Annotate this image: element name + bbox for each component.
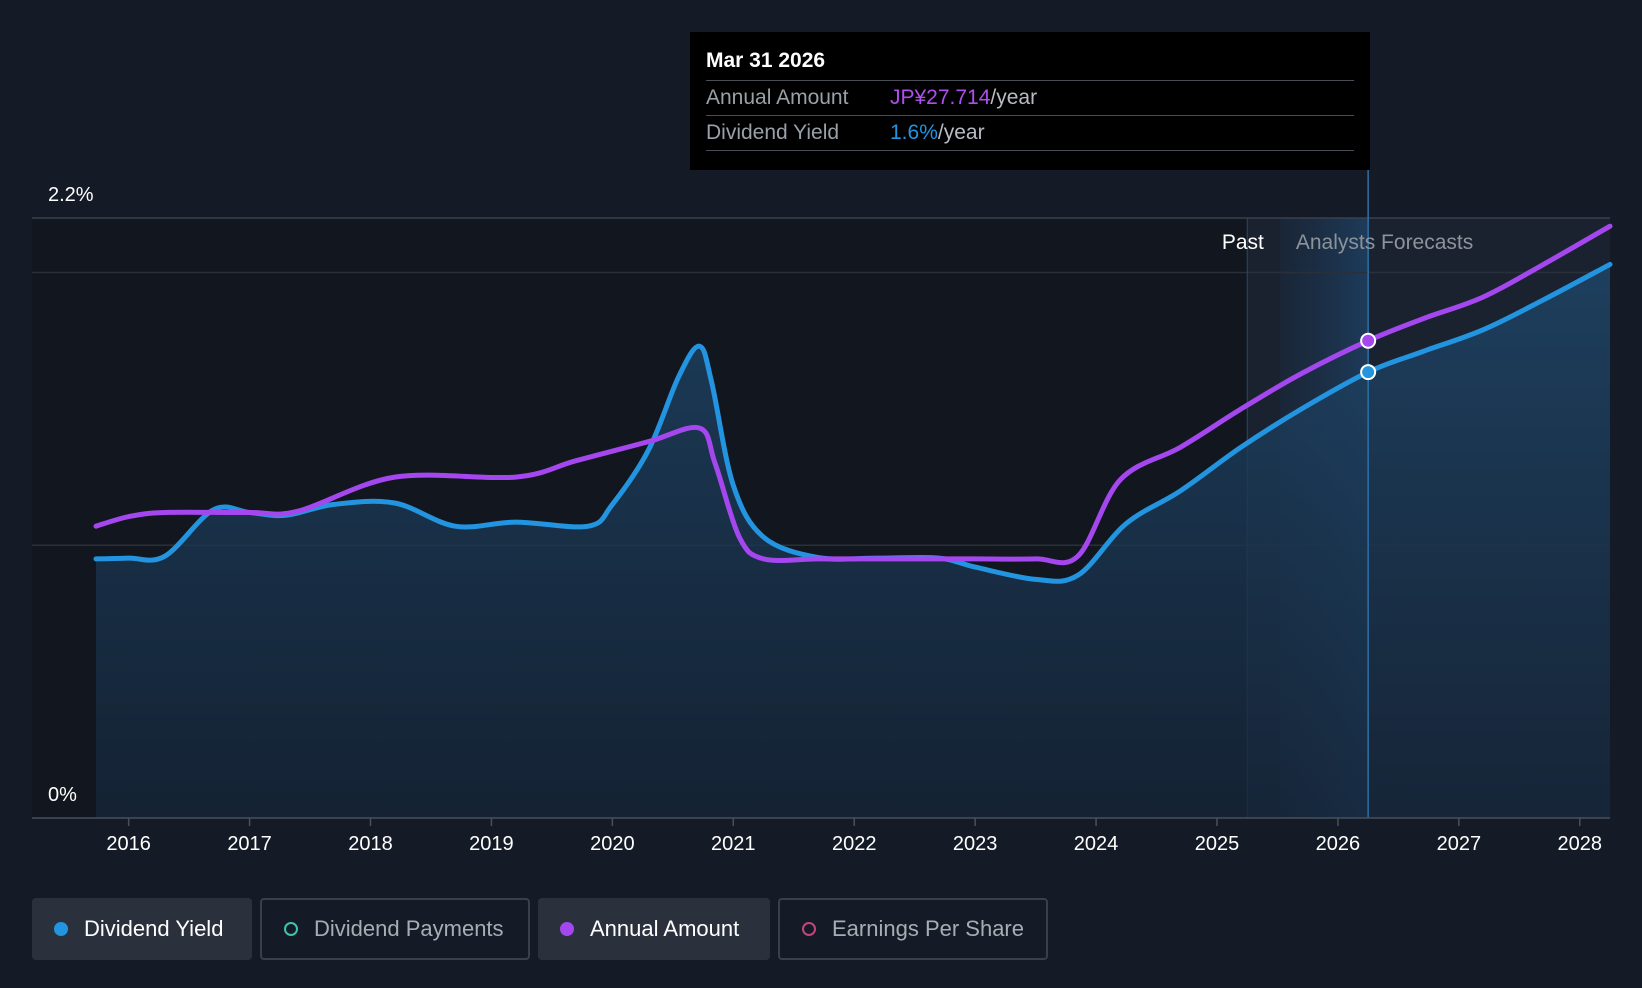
x-tick-label: 2018 (348, 833, 393, 855)
tooltip-yield-row: Dividend Yield 1.6%/year (706, 116, 1354, 151)
legend-dividend-payments-button[interactable]: Dividend Payments (260, 898, 530, 960)
tooltip-date: Mar 31 2026 (706, 46, 1354, 81)
cursor-point-annual (1360, 332, 1377, 349)
x-tick-label: 2027 (1437, 833, 1482, 855)
legend-annual-amount-label: Annual Amount (590, 916, 740, 941)
x-tick-label: 2022 (832, 833, 877, 855)
past-label: Past (1222, 231, 1264, 254)
tooltip-annual-unit: /year (990, 86, 1038, 109)
legend-earnings-per-share-label: Earnings Per Share (832, 916, 1024, 941)
legend-earnings-per-share-button[interactable]: Earnings Per Share (778, 898, 1048, 960)
tooltip-annual-value: JP¥27.714 (890, 86, 991, 109)
x-tick-label: 2016 (106, 833, 151, 855)
tooltip-annual-label: Annual Amount (706, 86, 849, 109)
x-tick-label: 2026 (1316, 833, 1361, 855)
hollow-dot-icon (284, 922, 298, 936)
legend-annual-amount-button[interactable]: Annual Amount (538, 898, 770, 960)
x-tick-label: 2020 (590, 833, 635, 855)
x-tick-label: 2017 (227, 833, 272, 855)
x-tick-label: 2023 (953, 833, 998, 855)
filled-dot-icon (560, 922, 574, 936)
cursor-point-yield (1360, 364, 1377, 381)
y-axis-min-label: 0% (48, 784, 77, 806)
tooltip-yield-label: Dividend Yield (706, 121, 840, 144)
tooltip-annual-row: Annual Amount JP¥27.714/year (706, 81, 1354, 116)
y-axis-max-label: 2.2% (48, 184, 94, 206)
dividend-yield-area (96, 264, 1610, 818)
x-tick-label: 2024 (1074, 833, 1119, 855)
annual-amount-line (93, 223, 1613, 566)
chart-tooltip: Mar 31 2026 Annual Amount JP¥27.714/year… (690, 32, 1370, 170)
analysts-forecasts-label: Analysts Forecasts (1296, 231, 1473, 254)
legend-dividend-yield-button[interactable]: Dividend Yield (32, 898, 252, 960)
x-tick-label: 2021 (711, 833, 756, 855)
filled-dot-icon (54, 922, 68, 936)
x-tick-label: 2019 (469, 833, 514, 855)
x-tick-label: 2025 (1195, 833, 1240, 855)
x-tick-label: 2028 (1558, 833, 1603, 855)
tooltip-yield-unit: /year (937, 121, 985, 144)
legend-dividend-yield-label: Dividend Yield (84, 916, 224, 941)
tooltip-yield-value: 1.6% (890, 121, 938, 144)
legend-dividend-payments-label: Dividend Payments (314, 916, 504, 941)
hollow-dot-icon (802, 922, 816, 936)
